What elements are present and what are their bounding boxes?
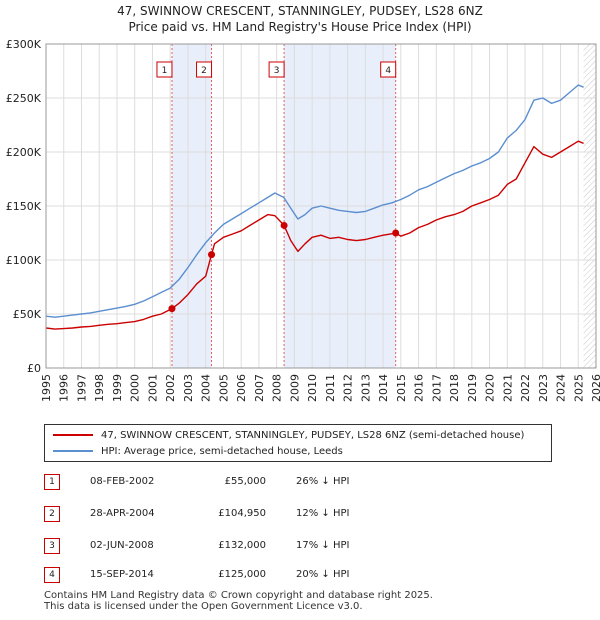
series-line-property xyxy=(45,140,584,330)
x-tick-label: 2005 xyxy=(217,374,230,402)
x-tick-label: 2018 xyxy=(448,374,461,402)
x-tick-label: 2025 xyxy=(572,374,585,402)
x-tick-label: 1996 xyxy=(58,374,71,402)
series-line-hpi xyxy=(45,84,584,318)
legend-item-property: 47, SWINNOW CRESCENT, STANNINGLEY, PUDSE… xyxy=(53,428,524,444)
marker-box-1 xyxy=(156,61,173,78)
x-tick-label: 2003 xyxy=(182,374,195,402)
y-tick-label: £250K xyxy=(6,92,42,105)
y-tick-label: £100K xyxy=(6,254,42,267)
transaction-number-badge: 3 xyxy=(44,538,60,554)
x-tick-label: 2024 xyxy=(555,374,568,402)
transaction-row: 4 15-SEP-2014 £125,000 20% ↓ HPI xyxy=(44,567,464,583)
marker-label-2: 2 xyxy=(201,66,207,76)
marker-label-1: 1 xyxy=(162,66,168,76)
x-tick-label: 2022 xyxy=(519,374,532,402)
x-tick-label: 2012 xyxy=(342,374,355,402)
x-tick-label: 2002 xyxy=(164,374,177,402)
x-tick-label: 2001 xyxy=(146,374,159,402)
x-tick-label: 2019 xyxy=(466,374,479,402)
transaction-row: 3 02-JUN-2008 £132,000 17% ↓ HPI xyxy=(44,538,464,554)
marker-box-2 xyxy=(196,61,213,78)
legend-label-property: 47, SWINNOW CRESCENT, STANNINGLEY, PUDSE… xyxy=(101,430,525,441)
transaction-hpi-diff: 17% ↓ HPI xyxy=(296,540,350,551)
y-tick-label: £0 xyxy=(27,362,41,375)
chart-legend: 47, SWINNOW CRESCENT, STANNINGLEY, PUDSE… xyxy=(44,424,552,462)
transaction-price: £125,000 xyxy=(218,569,266,580)
transaction-hpi-diff: 26% ↓ HPI xyxy=(296,476,350,487)
x-tick-label: 2008 xyxy=(271,374,284,402)
x-tick-label: 1997 xyxy=(75,374,88,402)
y-tick-label: £200K xyxy=(6,146,42,159)
marker-box-4 xyxy=(380,61,397,78)
transaction-number-badge: 1 xyxy=(44,474,60,490)
marker-label-3: 3 xyxy=(274,66,280,76)
sale-point-1 xyxy=(168,305,176,313)
x-tick-label: 2000 xyxy=(129,374,142,402)
sale-point-3 xyxy=(280,221,288,229)
x-tick-label: 2026 xyxy=(590,374,600,402)
transaction-price: £132,000 xyxy=(218,540,266,551)
legend-swatch-blue xyxy=(53,450,93,452)
marker-box-3 xyxy=(268,61,285,78)
transaction-hpi-diff: 20% ↓ HPI xyxy=(296,569,350,580)
x-tick-label: 2006 xyxy=(235,374,248,402)
chart-title-address: 47, SWINNOW CRESCENT, STANNINGLEY, PUDSE… xyxy=(117,4,483,18)
x-tick-label: 2009 xyxy=(288,374,301,402)
x-tick-label: 1995 xyxy=(40,374,53,402)
x-tick-label: 2015 xyxy=(395,374,408,402)
x-tick-label: 2021 xyxy=(501,374,514,402)
legend-item-hpi: HPI: Average price, semi-detached house,… xyxy=(53,444,343,460)
transaction-date: 28-APR-2004 xyxy=(90,508,155,519)
sale-point-2 xyxy=(208,251,216,259)
transaction-price: £104,950 xyxy=(218,508,266,519)
marker-label-4: 4 xyxy=(385,66,391,76)
chart-subtitle: Price paid vs. HM Land Registry's House … xyxy=(128,20,472,34)
x-tick-label: 2004 xyxy=(200,374,213,402)
x-tick-label: 2007 xyxy=(253,374,266,402)
transaction-number-badge: 2 xyxy=(44,506,60,522)
x-tick-label: 2014 xyxy=(377,374,390,402)
x-tick-label: 2010 xyxy=(306,374,319,402)
transaction-hpi-diff: 12% ↓ HPI xyxy=(296,508,350,519)
x-tick-label: 2017 xyxy=(430,374,443,402)
legend-label-hpi: HPI: Average price, semi-detached house,… xyxy=(101,446,343,457)
x-tick-label: 2011 xyxy=(324,374,337,402)
sale-point-4 xyxy=(392,229,400,237)
x-tick-label: 2016 xyxy=(413,374,426,402)
footer-copyright: Contains HM Land Registry data © Crown c… xyxy=(44,590,433,601)
transaction-number-badge: 4 xyxy=(44,567,60,583)
transaction-date: 02-JUN-2008 xyxy=(90,540,154,551)
transaction-date: 15-SEP-2014 xyxy=(90,569,154,580)
transaction-date: 08-FEB-2002 xyxy=(90,476,155,487)
plot-frame xyxy=(45,43,597,369)
x-tick-label: 1999 xyxy=(111,374,124,402)
transaction-row: 2 28-APR-2004 £104,950 12% ↓ HPI xyxy=(44,506,464,522)
x-tick-label: 1998 xyxy=(93,374,106,402)
x-tick-label: 2020 xyxy=(484,374,497,402)
transaction-row: 1 08-FEB-2002 £55,000 26% ↓ HPI xyxy=(44,474,464,490)
footer-licence: This data is licensed under the Open Gov… xyxy=(44,601,363,612)
x-tick-label: 2013 xyxy=(359,374,372,402)
y-tick-label: £50K xyxy=(13,308,42,321)
price-chart: 1 2 3 4 £0 £50K £100K £150K £200K £250K £300K 1995 1… xyxy=(6,38,600,402)
transaction-price: £55,000 xyxy=(224,476,266,487)
x-tick-label: 2023 xyxy=(537,374,550,402)
y-tick-label: £300K xyxy=(6,38,42,51)
y-tick-label: £150K xyxy=(6,200,42,213)
legend-swatch-red xyxy=(53,434,93,436)
